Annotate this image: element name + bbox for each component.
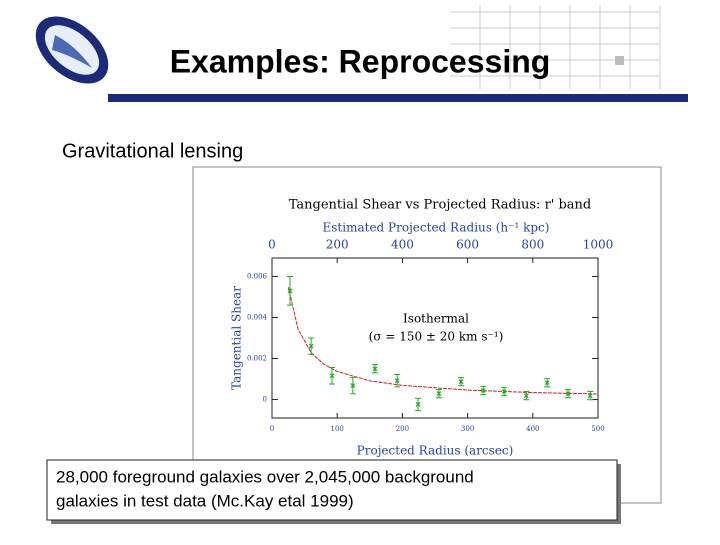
- x2-tick-label: 400: [391, 238, 414, 252]
- data-point: [436, 391, 442, 397]
- caption-line: 28,000 foreground galaxies over 2,045,00…: [56, 467, 474, 486]
- y-tick-label: 0.004: [247, 313, 268, 321]
- grid-decoration: [450, 5, 661, 90]
- x-axis-label: Projected Radius (arcsec): [357, 444, 514, 458]
- data-point: [458, 379, 464, 385]
- data-point: [329, 373, 335, 379]
- data-point: [501, 389, 507, 394]
- caption-box: [46, 459, 618, 521]
- title-bar: [108, 94, 688, 102]
- chart: Tangential Shear vs Projected Radius: r'…: [230, 198, 614, 458]
- annotation: (σ = 150 ± 20 km s⁻¹): [369, 330, 504, 344]
- data-point: [350, 383, 356, 389]
- data-point: [565, 391, 571, 397]
- logo: [35, 16, 109, 84]
- y-tick-label: 0: [263, 396, 267, 404]
- data-point: [544, 380, 550, 386]
- y-axis-label: Tangential Shear: [230, 286, 244, 390]
- x-tick-label: 400: [526, 425, 539, 433]
- x2-tick-label: 0: [268, 238, 276, 252]
- slide-subtitle: Gravitational lensing: [62, 140, 243, 162]
- caption-line: galaxies in test data (Mc.Kay etal 1999): [56, 491, 354, 510]
- data-point: [308, 343, 314, 349]
- fit-line: [287, 287, 599, 395]
- x-tick-label: 500: [591, 425, 604, 433]
- x-tick-label: 200: [396, 425, 409, 433]
- annotation: Isothermal: [403, 312, 469, 326]
- bullet-square: [615, 56, 624, 65]
- data-point: [415, 402, 421, 407]
- data-point: [287, 288, 293, 294]
- data-point: [394, 378, 400, 384]
- y-tick-label: 0.006: [247, 272, 268, 280]
- x-tick-label: 0: [270, 425, 274, 433]
- chart-frame: [192, 166, 662, 504]
- x2-tick-label: 1000: [583, 238, 614, 252]
- data-point: [480, 388, 486, 393]
- x-tick-label: 300: [461, 425, 474, 433]
- slide-title: Examples: Reprocessing: [170, 43, 551, 79]
- data-point: [523, 393, 529, 399]
- data-point: [587, 393, 593, 399]
- plot-frame: [271, 257, 599, 419]
- x2-tick-label: 800: [521, 238, 544, 252]
- chart-title: Tangential Shear vs Projected Radius: r'…: [289, 198, 592, 213]
- data-point: [372, 366, 378, 372]
- y-tick-label: 0.002: [247, 355, 267, 363]
- x2-axis-label: Estimated Projected Radius (h⁻¹ kpc): [323, 221, 550, 235]
- x2-tick-label: 200: [326, 238, 349, 252]
- x2-tick-label: 600: [456, 238, 479, 252]
- x-tick-label: 100: [331, 425, 344, 433]
